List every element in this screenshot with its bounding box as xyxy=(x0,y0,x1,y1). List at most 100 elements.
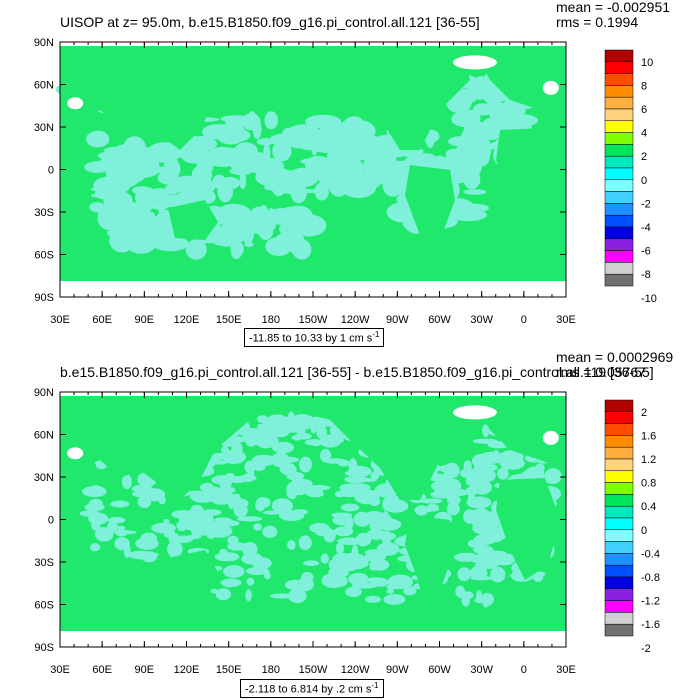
cyan-patch xyxy=(229,167,253,176)
cyan-patch xyxy=(224,582,233,588)
cyan-patch xyxy=(420,498,443,504)
cyan-patch xyxy=(264,111,278,130)
cyan-patch xyxy=(315,125,350,148)
lon-label: 120E xyxy=(174,314,200,326)
lon-label: 180 xyxy=(262,664,280,676)
colorbar-cell xyxy=(604,553,634,566)
colorbar-cell xyxy=(604,623,634,637)
lon-label: 30E xyxy=(50,314,70,326)
cyan-patch xyxy=(461,88,498,99)
colorbar-cell xyxy=(604,494,634,507)
lon-label: 90W xyxy=(386,664,409,676)
colorbar-cell xyxy=(604,588,634,601)
continent xyxy=(60,394,250,500)
rms-label: rms = 0.1994 xyxy=(556,14,639,30)
colorbar-cell xyxy=(604,470,634,483)
map-plot-area xyxy=(55,42,566,297)
colorbar-label: 4 xyxy=(641,128,647,140)
cyan-patch xyxy=(475,468,496,483)
cyan-patch xyxy=(122,474,132,490)
cyan-patch xyxy=(155,158,178,164)
cyan-patch xyxy=(262,525,278,538)
cyan-patch xyxy=(289,414,316,430)
plot-title: b.e15.B1850.f09_g16.pi_control.all.121 [… xyxy=(60,364,654,380)
cyan-patch xyxy=(283,222,307,232)
cyan-patch xyxy=(326,156,365,179)
colorbar-cell xyxy=(604,564,634,578)
colorbar: 2 1.6 1.2 0.8 0.4 0 -0.4 -0.8 -1.2 -1.6 -2 xyxy=(604,399,660,655)
continent xyxy=(496,478,560,580)
lon-label: 150E xyxy=(216,314,242,326)
cyan-patch xyxy=(145,168,162,174)
cyan-patch xyxy=(84,161,110,173)
cyan-patch xyxy=(151,522,176,534)
bottom-panel: b.e15.B1850.f09_g16.pi_control.all.121 [… xyxy=(0,350,700,700)
cyan-patch xyxy=(309,439,322,447)
ice-patch xyxy=(67,447,84,460)
cyan-patch xyxy=(446,502,460,516)
colorbar-cell xyxy=(604,505,634,519)
cyan-patch xyxy=(314,182,329,201)
cyan-patch xyxy=(359,136,383,144)
rms-label: rms = 0.05767 xyxy=(556,364,646,380)
cyan-patch xyxy=(403,586,417,596)
cyan-patch xyxy=(143,150,179,156)
cyan-patch xyxy=(182,184,213,190)
cyan-patch xyxy=(328,173,350,197)
colorbar-label: 0 xyxy=(641,525,647,537)
cyan-patch xyxy=(450,488,469,497)
cyan-patch xyxy=(245,589,252,602)
cyan-patch xyxy=(503,100,526,119)
cyan-patch xyxy=(386,588,394,594)
cyan-patch xyxy=(323,528,336,543)
cyan-patch xyxy=(376,542,400,556)
colorbar-cell xyxy=(604,411,634,424)
cyan-patch xyxy=(301,485,323,495)
cyan-patch xyxy=(490,566,506,583)
cyan-patch xyxy=(276,135,304,142)
cyan-patch xyxy=(544,468,562,485)
colorbar-cell xyxy=(604,238,634,251)
colorbar-cell xyxy=(604,458,634,472)
lon-label: 150W xyxy=(299,314,328,326)
cyan-patch xyxy=(240,161,278,167)
cyan-patch xyxy=(286,481,301,497)
cyan-patch xyxy=(194,527,211,536)
continent xyxy=(405,515,455,612)
cyan-patch xyxy=(354,489,380,505)
cyan-patch xyxy=(287,540,296,550)
cyan-patch xyxy=(286,471,305,481)
cyan-patch xyxy=(367,577,384,584)
cyan-patch xyxy=(293,434,301,441)
cyan-patch xyxy=(251,557,272,570)
cyan-patch xyxy=(217,179,234,203)
top-panel: UISOP at z= 95.0m, b.e15.B1850.f09_g16.p… xyxy=(34,0,670,347)
cyan-patch xyxy=(110,500,130,508)
colorbar-cell xyxy=(604,203,634,216)
colorbar-cell xyxy=(604,214,634,228)
cyan-patch xyxy=(345,586,362,597)
cyan-patch xyxy=(246,577,255,586)
cyan-patch xyxy=(114,537,130,551)
cyan-patch xyxy=(128,550,153,560)
cyan-patch xyxy=(164,183,181,195)
cyan-patch xyxy=(347,180,366,195)
cyan-patch xyxy=(334,526,354,537)
cyan-patch xyxy=(488,554,512,560)
contour-info-text: -11.85 to 10.33 by 1 cm s xyxy=(249,332,373,345)
lat-label: 60S xyxy=(34,250,54,262)
cyan-patch xyxy=(369,566,378,571)
contour-info-text: -2.118 to 6.814 by .2 cm s xyxy=(245,683,372,696)
cyan-patch xyxy=(271,498,293,514)
cyan-patch xyxy=(291,214,327,237)
cyan-patch xyxy=(504,452,515,465)
cyan-patch xyxy=(441,478,450,494)
continent xyxy=(330,44,470,150)
colorbar-cell xyxy=(604,482,634,495)
map-plot-area xyxy=(60,392,566,647)
cyan-patch xyxy=(112,143,147,160)
lat-label: 90N xyxy=(34,387,54,399)
lat-label: 60S xyxy=(34,600,54,612)
cyan-patch xyxy=(376,516,390,526)
colorbar-cell xyxy=(604,155,634,169)
